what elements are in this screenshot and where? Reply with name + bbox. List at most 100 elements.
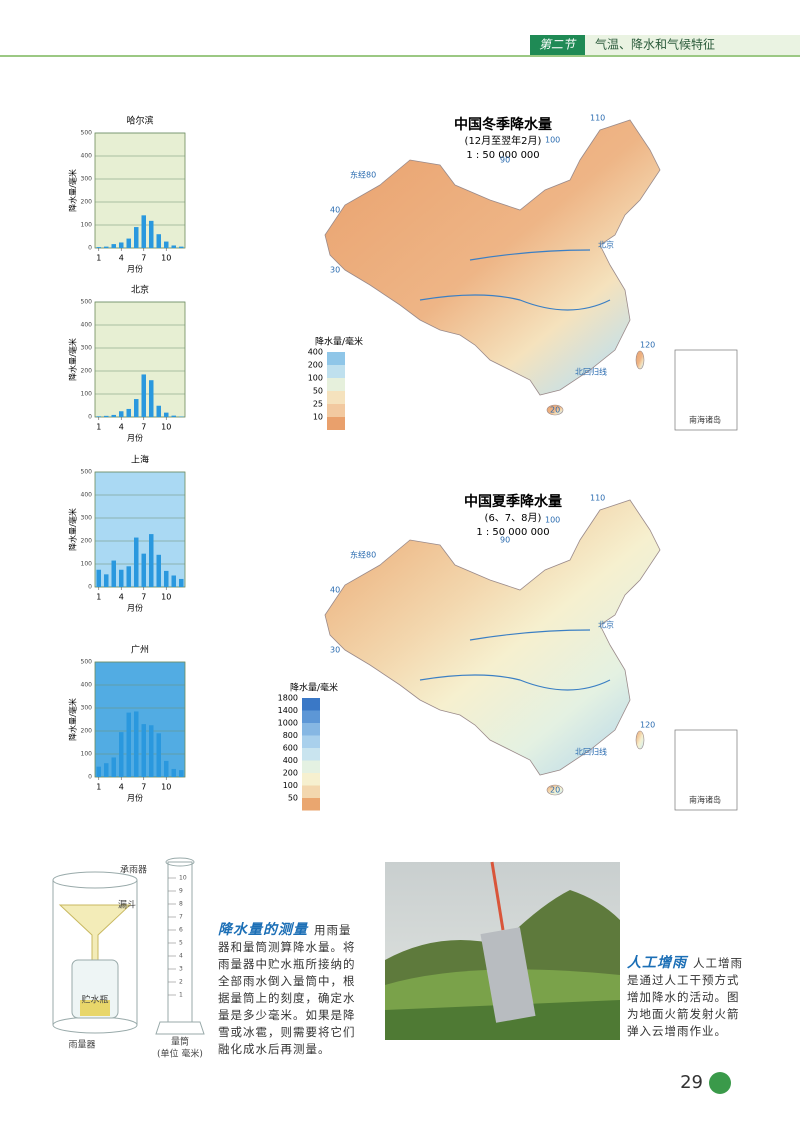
- bar: [149, 725, 154, 777]
- legend-label: 200: [283, 769, 298, 778]
- grid-coordinate: 120: [640, 341, 655, 350]
- y-tick-label: 300: [81, 345, 93, 352]
- y-tick-label: 0: [88, 584, 92, 591]
- legend-title: 降水量/毫米: [315, 336, 363, 348]
- map-river: [419, 249, 611, 311]
- legend-swatch: [302, 798, 320, 811]
- legend-swatch: [327, 352, 345, 365]
- scale-label: 8: [179, 901, 183, 908]
- x-tick-label: 4: [119, 783, 124, 792]
- scale-label: 5: [179, 940, 183, 947]
- y-tick-label: 300: [81, 515, 93, 522]
- bar: [164, 570, 169, 587]
- x-tick-label: 7: [141, 423, 146, 432]
- rain-body: 人工增雨是通过人工干预方式增加降水的活动。图为地面火箭发射火箭弹入云增雨作业。: [627, 956, 743, 1038]
- plot-background: [94, 301, 186, 418]
- legend-label: 400: [308, 348, 323, 357]
- legend-label: 100: [283, 781, 298, 790]
- plot-background: [94, 661, 186, 778]
- scale-label: 7: [179, 914, 183, 921]
- x-tick-label: 7: [141, 593, 146, 602]
- legend-swatch: [327, 378, 345, 391]
- photo: [385, 861, 620, 1040]
- map-scale: 1 : 50 000 000: [476, 527, 549, 538]
- title-strip: [585, 35, 800, 55]
- bar: [104, 763, 109, 777]
- grid-coordinate: 110: [590, 494, 605, 503]
- legend-swatch: [302, 735, 320, 748]
- grid-coordinate: 30: [330, 646, 340, 655]
- measurement-heading: 降水量的测量: [218, 922, 308, 938]
- legend-swatch: [327, 404, 345, 417]
- x-tick-label: 1: [96, 423, 101, 432]
- y-axis-label: 降水量/毫米: [68, 698, 78, 741]
- chart-title: 哈尔滨: [126, 115, 153, 127]
- place-label: 北回归线: [575, 747, 607, 757]
- instrument-label: 漏斗: [118, 899, 136, 911]
- grid-coordinate: 90: [500, 536, 510, 545]
- y-tick-label: 200: [81, 728, 93, 735]
- legend-label: 1000: [278, 719, 298, 728]
- x-tick-label: 1: [96, 593, 101, 602]
- place-label: 东经80: [350, 550, 376, 560]
- x-axis-label: 月份: [127, 433, 143, 443]
- bar: [141, 374, 146, 417]
- x-tick-label: 4: [119, 254, 124, 263]
- scale-label: 2: [179, 979, 183, 986]
- bar: [171, 768, 176, 777]
- hainan: [546, 784, 564, 796]
- bar: [111, 560, 116, 587]
- chart-title: 北京: [131, 284, 149, 296]
- bar: [179, 246, 184, 248]
- bar: [149, 534, 154, 587]
- y-tick-label: 100: [81, 561, 93, 568]
- x-tick-label: 4: [119, 423, 124, 432]
- bar: [96, 416, 101, 417]
- grid-coordinate: 110: [590, 114, 605, 123]
- place-label: 北京: [598, 240, 614, 250]
- bar: [111, 244, 116, 248]
- grid-coordinate: 100: [545, 136, 560, 145]
- y-tick-label: 100: [81, 751, 93, 758]
- x-tick-label: 1: [96, 783, 101, 792]
- y-tick-label: 200: [81, 538, 93, 545]
- page-number: 29: [680, 1072, 703, 1093]
- y-tick-label: 300: [81, 705, 93, 712]
- hainan: [546, 404, 564, 416]
- scale-label: 10: [179, 875, 187, 882]
- x-tick-label: 4: [119, 593, 124, 602]
- y-axis-label: 降水量/毫米: [68, 508, 78, 551]
- place-label: 南海诸岛: [689, 795, 721, 805]
- bar: [156, 733, 161, 777]
- y-tick-label: 500: [81, 469, 93, 476]
- y-axis-label: 降水量/毫米: [68, 169, 78, 212]
- bar: [141, 724, 146, 777]
- legend-label: 1400: [278, 706, 298, 715]
- grid-coordinate: 30: [330, 266, 340, 275]
- legend-label: 10: [313, 413, 323, 422]
- measurement-text: 降水量的测量 用雨量器和量筒测算降水量。将雨量器中贮水瓶所接纳的全部雨水倒入量筒中…: [218, 922, 360, 1058]
- map-title: 中国夏季降水量: [464, 493, 562, 510]
- place-label: 北回归线: [575, 367, 607, 377]
- grid-coordinate: 40: [330, 586, 340, 595]
- legend-swatch: [327, 365, 345, 378]
- measurement-body: 用雨量器和量筒测算降水量。将雨量器中贮水瓶所接纳的全部雨水倒入量筒中，根据量筒上…: [218, 923, 356, 1056]
- page-icon: [709, 1072, 731, 1094]
- legend-swatch: [327, 417, 345, 430]
- bar: [171, 575, 176, 587]
- measuring-cylinder: [155, 857, 205, 1035]
- x-tick-label: 7: [141, 254, 146, 263]
- x-axis-label: 月份: [127, 793, 143, 803]
- instrument-label: 量筒: [171, 1036, 189, 1048]
- bar: [179, 770, 184, 777]
- bar: [156, 405, 161, 417]
- bar: [119, 411, 124, 417]
- bar: [111, 414, 116, 417]
- instrument-label: 雨量器: [68, 1040, 95, 1051]
- inset-frame: [674, 729, 738, 811]
- y-tick-label: 400: [81, 322, 93, 329]
- bar: [126, 712, 131, 777]
- bar: [164, 412, 169, 417]
- plot-background: [94, 132, 186, 249]
